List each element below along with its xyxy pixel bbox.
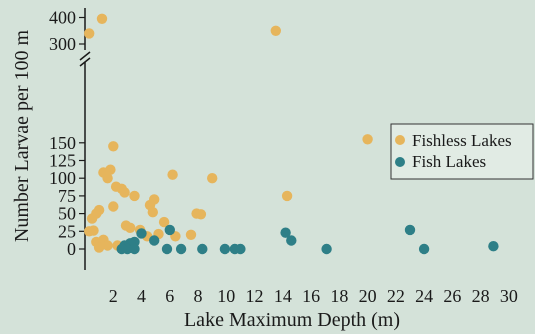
data-point-fish (149, 235, 160, 246)
data-point-fish (488, 241, 499, 252)
y-tick-label: 75 (58, 186, 76, 206)
y-tick-label: 50 (58, 204, 76, 224)
legend-marker-fishless (395, 135, 405, 145)
data-point-fish (161, 243, 173, 255)
legend: Fishless Lakes Fish Lakes (390, 123, 534, 180)
data-point-fishless (167, 169, 178, 180)
data-point-fishless (102, 173, 113, 184)
axis-break-mark (79, 57, 91, 67)
data-point-fishless (158, 216, 170, 228)
data-point-fishless (116, 183, 127, 194)
x-tick-label: 22 (387, 286, 405, 306)
data-point-fish (280, 227, 291, 238)
data-point-fishless (102, 240, 113, 251)
data-point-fishless (362, 134, 373, 145)
x-tick-label: 28 (472, 286, 490, 306)
data-point-fish (286, 235, 297, 246)
x-tick-label: 4 (137, 286, 146, 306)
data-point-fish (235, 243, 246, 255)
x-tick-label: 14 (274, 286, 292, 306)
data-point-fishless (88, 225, 99, 236)
data-point-fishless (207, 173, 218, 184)
data-point-fishless (108, 141, 119, 152)
data-point-fishless (281, 190, 293, 202)
data-point-fishless (93, 242, 105, 253)
data-point-fishless (84, 28, 95, 39)
data-point-fish (418, 243, 430, 255)
y-tick-label: 0 (67, 239, 76, 259)
x-tick-label: 18 (330, 286, 348, 306)
data-point-fishless (129, 190, 140, 202)
data-point-fishless (195, 209, 207, 220)
data-point-fish (136, 228, 147, 239)
y-tick-label: 300 (49, 34, 76, 54)
x-tick-label: 8 (194, 286, 203, 306)
data-point-fish (404, 224, 416, 236)
legend-box (390, 123, 534, 180)
x-tick-label: 6 (165, 286, 174, 306)
x-tick-label: 10 (217, 286, 235, 306)
data-point-fish (129, 243, 140, 255)
x-tick-label: 16 (302, 286, 320, 306)
y-tick-label: 100 (49, 168, 76, 188)
data-point-fishless (147, 207, 158, 218)
data-point-fish (175, 243, 187, 255)
legend-label-fish: Fish Lakes (412, 152, 486, 171)
data-point-fishless (105, 164, 116, 175)
data-point-fish (116, 243, 127, 255)
x-tick-label: 26 (443, 286, 461, 306)
data-point-fish (321, 243, 332, 255)
data-point-fishless (96, 13, 108, 24)
legend-label-fishless: Fishless Lakes (412, 131, 512, 150)
y-tick-label: 400 (49, 8, 76, 28)
y-tick-label: 25 (58, 221, 76, 241)
axis-break-mark (79, 51, 91, 61)
data-point-fish (197, 243, 208, 255)
data-point-fishless (125, 222, 136, 233)
x-axis-title: Lake Maximum Depth (m) (184, 309, 400, 331)
x-tick-label: 12 (246, 286, 264, 306)
legend-marker-fish (395, 157, 405, 167)
x-tick-label: 2 (109, 286, 118, 306)
data-point-fish (164, 224, 175, 236)
y-tick-label: 125 (49, 151, 76, 171)
data-points (84, 13, 499, 255)
data-point-fishless (108, 201, 119, 212)
y-axis-title: Number Larvae per 100 m (11, 29, 33, 242)
x-tick-label: 24 (415, 286, 433, 306)
x-tick-label: 30 (500, 286, 518, 306)
data-point-fish (219, 243, 231, 255)
y-tick-label: 150 (49, 133, 76, 153)
x-tick-label: 20 (359, 286, 377, 306)
data-point-fishless (270, 25, 281, 36)
data-point-fishless (86, 213, 98, 224)
data-point-fishless (185, 229, 197, 240)
